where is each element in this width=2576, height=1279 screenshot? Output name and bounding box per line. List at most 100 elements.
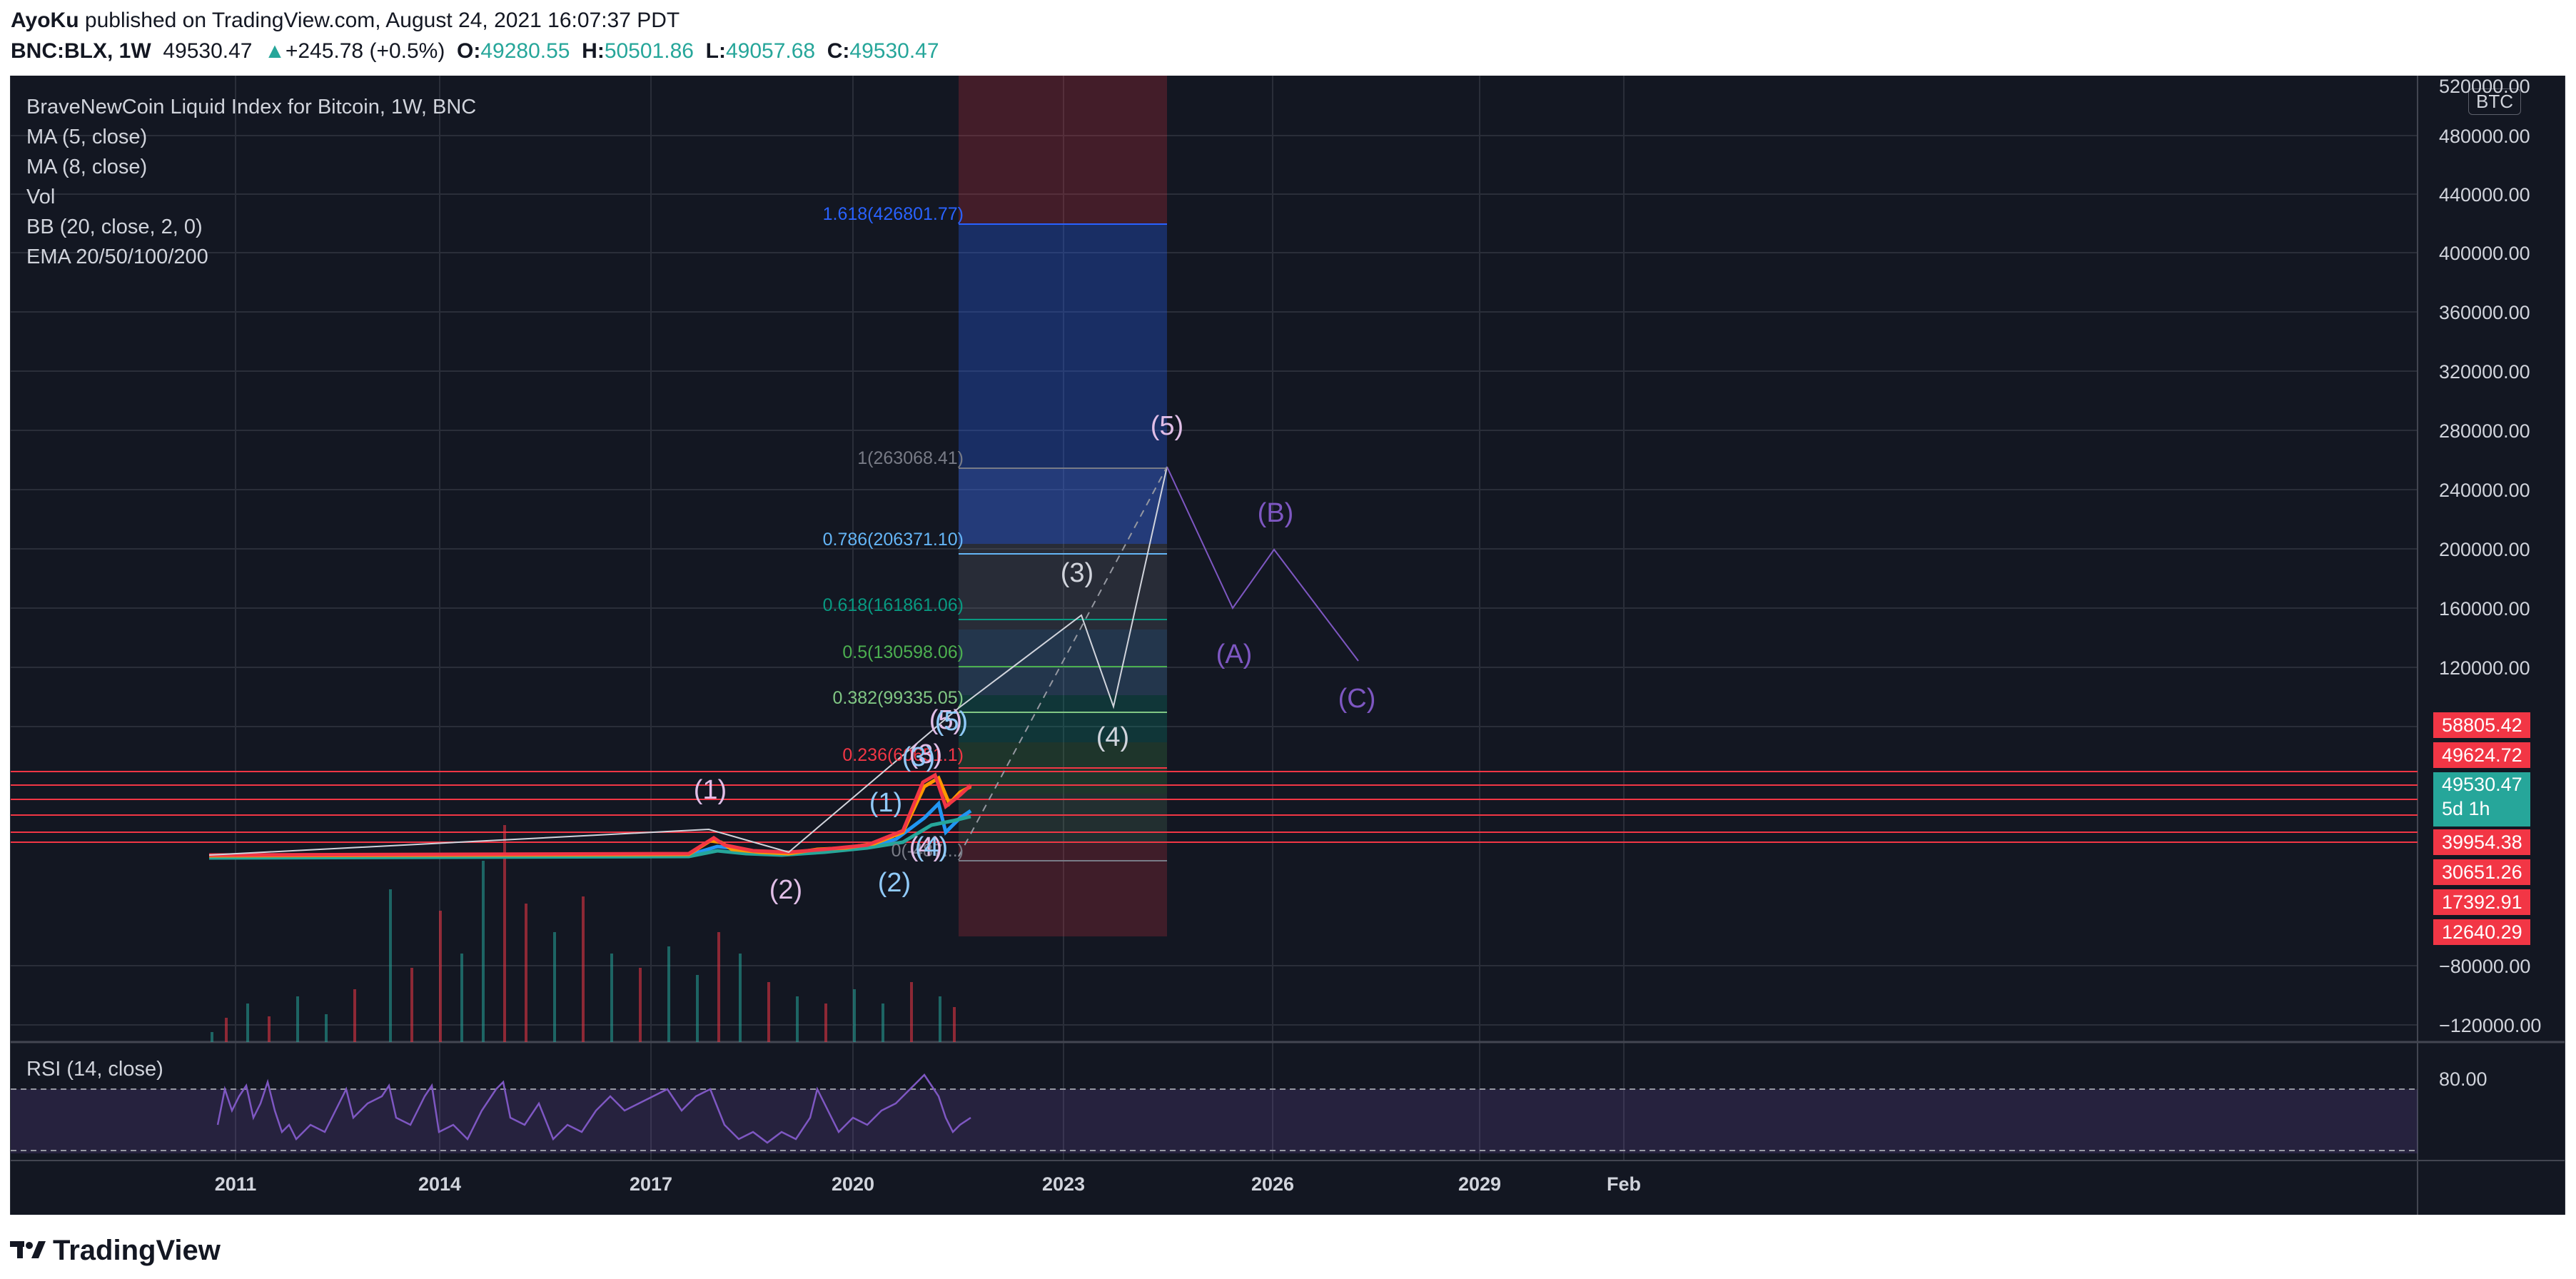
fib-zone-5 <box>959 695 1167 742</box>
wave-label-proj-3: (3) <box>1060 558 1094 588</box>
wave-lines[interactable] <box>208 466 1359 857</box>
fib-label-236: 0.236(60651.1) <box>842 745 964 765</box>
bar-countdown: 5d 1h <box>2442 798 2490 819</box>
wave-label-a: (A) <box>1216 640 1253 669</box>
time-label: 2017 <box>629 1173 673 1195</box>
fib-zone-1 <box>959 468 1167 544</box>
price-level-badge[interactable]: 49624.72 <box>2433 742 2530 768</box>
price-label: 520000.00 <box>2439 76 2530 97</box>
low-value: 49057.68 <box>725 39 816 63</box>
price-label: 320000.00 <box>2439 361 2530 383</box>
price-label: 120000.00 <box>2439 657 2530 679</box>
chart-header: AyoKu published on TradingView.com, Augu… <box>0 0 2576 74</box>
fib-zone-top <box>959 76 1167 224</box>
price-label: 280000.00 <box>2439 420 2530 442</box>
wave-label-white-5: (5) <box>929 705 963 735</box>
time-label: 2026 <box>1251 1173 1295 1195</box>
author-name[interactable]: AyoKu <box>11 9 79 32</box>
legend-ma5[interactable]: MA (5, close) <box>26 126 148 148</box>
brand-name[interactable]: TradingView <box>53 1234 221 1266</box>
fib-zone-1618 <box>959 224 1167 544</box>
time-label: 2020 <box>831 1173 875 1195</box>
open-value: 49280.55 <box>480 39 570 63</box>
quote-line: BNC:BLX, 1W 49530.47 ▲+245.78 (+0.5%) O:… <box>11 38 939 65</box>
time-label: Feb <box>1606 1173 1642 1195</box>
volume-bars <box>211 825 956 1042</box>
fib-label-5: 0.5(130598.06) <box>842 642 964 662</box>
wave-label-blue-5: (5) <box>934 707 969 737</box>
fib-zone-236 <box>959 794 1167 844</box>
fib-zone-0 <box>959 844 1167 936</box>
wave-label-white-1: (1) <box>693 775 727 805</box>
price-level-badge[interactable]: 12640.29 <box>2433 919 2530 945</box>
rsi-axis-label: 80.00 <box>2439 1068 2487 1090</box>
price-label: 400000.00 <box>2439 243 2530 264</box>
high-label: H: <box>582 39 605 63</box>
price-level-badge[interactable]: 17392.91 <box>2433 889 2530 915</box>
wave-label-blue-4: (4) <box>914 832 949 862</box>
wave-label-proj-5: (5) <box>1150 411 1184 441</box>
triangle-up-icon: ▲ <box>264 39 286 63</box>
price-change: +245.78 (+0.5%) <box>285 39 445 63</box>
rsi-line <box>216 1073 971 1144</box>
price-label: 200000.00 <box>2439 539 2530 560</box>
fib-label-786: 0.786(206371.10) <box>822 530 964 550</box>
legend-title[interactable]: BraveNewCoin Liquid Index for Bitcoin, 1… <box>26 96 477 118</box>
legend-volume[interactable]: Vol <box>26 186 56 208</box>
publish-text: published on TradingView.com, August 24,… <box>84 9 680 32</box>
wave-label-proj-4: (4) <box>1096 722 1130 752</box>
legend-rsi[interactable]: RSI (14, close) <box>26 1058 163 1081</box>
price-level-badge[interactable]: 58805.42 <box>2433 712 2530 738</box>
close-value: 49530.47 <box>849 39 939 63</box>
price-level-badge[interactable]: 30651.26 <box>2433 859 2530 885</box>
fib-label-382: 0.382(99335.05) <box>832 688 964 708</box>
price-label: 360000.00 <box>2439 302 2530 323</box>
chart-panel[interactable]: BraveNewCoin Liquid Index for Bitcoin, 1… <box>10 76 2565 1215</box>
horizontal-lines[interactable] <box>11 771 2418 843</box>
legend-bollinger[interactable]: BB (20, close, 2, 0) <box>26 216 203 238</box>
fib-label-0: 0(-487...) <box>891 841 964 861</box>
low-label: L: <box>705 39 726 63</box>
fib-zone-786 <box>959 544 1167 630</box>
wave-label-b: (B) <box>1257 498 1294 528</box>
time-label: 2014 <box>418 1173 462 1195</box>
current-price: 49530.47 <box>2442 774 2522 795</box>
publish-info: AyoKu published on TradingView.com, Augu… <box>11 7 680 34</box>
fib-label-618: 0.618(161861.06) <box>822 595 964 615</box>
price-label: 160000.00 <box>2439 598 2530 620</box>
price-lines <box>208 772 972 860</box>
current-price-badge[interactable]: 49530.47 5d 1h <box>2433 772 2530 826</box>
rsi-band <box>11 1089 2418 1153</box>
price-level-badge[interactable]: 39954.38 <box>2433 829 2530 855</box>
price-label: 480000.00 <box>2439 126 2530 147</box>
grid <box>11 76 2418 1161</box>
footer: TradingView <box>10 1229 221 1272</box>
close-label: C: <box>827 39 850 63</box>
currency-badge[interactable]: BTC <box>2468 89 2521 115</box>
open-label: O: <box>457 39 481 63</box>
time-label: 2011 <box>214 1173 257 1195</box>
symbol-name[interactable]: BNC:BLX, 1W <box>11 39 151 63</box>
price-label: −120000.00 <box>2439 1015 2542 1036</box>
wave-label-blue-1: (1) <box>869 788 903 818</box>
fib-label-1: 1(263068.41) <box>857 448 964 468</box>
high-value: 50501.86 <box>604 39 694 63</box>
wave-label-white-4: (4) <box>909 832 943 862</box>
wave-label-white-2: (2) <box>769 875 803 905</box>
wave-label-c: (C) <box>1338 684 1376 714</box>
price-label: 240000.00 <box>2439 480 2530 501</box>
price-label: 440000.00 <box>2439 184 2530 206</box>
legend-ema[interactable]: EMA 20/50/100/200 <box>26 246 208 268</box>
wave-label-white-3: (3) <box>909 739 943 769</box>
fib-label-1618: 1.618(426801.77) <box>822 204 964 224</box>
wave-label-blue-3: (3) <box>901 742 936 772</box>
price-label: −80000.00 <box>2439 956 2531 977</box>
time-label: 2029 <box>1458 1173 1502 1195</box>
time-label: 2023 <box>1041 1173 1086 1195</box>
wave-label-blue-2: (2) <box>877 868 911 898</box>
chart-canvas[interactable] <box>11 76 2565 1215</box>
last-price: 49530.47 <box>163 39 253 63</box>
legend-ma8[interactable]: MA (8, close) <box>26 156 148 178</box>
fib-retracement[interactable] <box>959 76 1167 936</box>
tradingview-logo-icon[interactable] <box>10 1240 47 1261</box>
